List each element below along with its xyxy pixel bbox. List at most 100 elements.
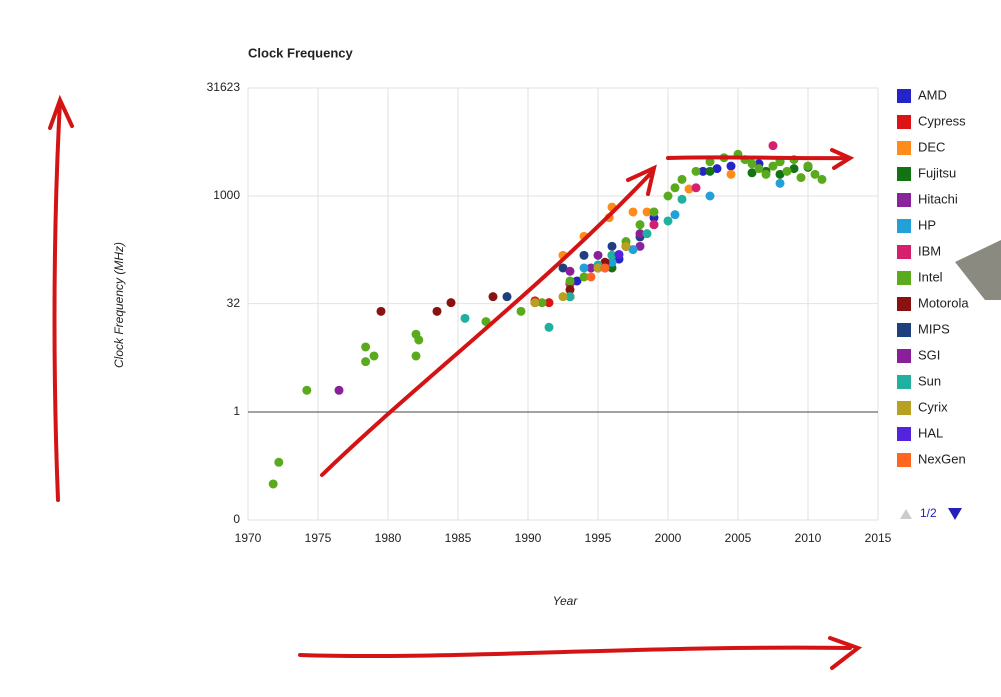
x-tick-label: 2005 bbox=[725, 531, 752, 545]
point bbox=[586, 263, 596, 273]
point bbox=[593, 263, 603, 273]
legend-label: AMD bbox=[918, 87, 947, 102]
point bbox=[268, 479, 278, 489]
point bbox=[274, 457, 284, 467]
arrowhead bbox=[48, 94, 74, 130]
annotations bbox=[48, 94, 863, 670]
legend-swatch bbox=[897, 245, 911, 259]
y-tick-label: 1000 bbox=[213, 188, 240, 202]
point bbox=[544, 322, 554, 332]
point bbox=[572, 276, 582, 286]
y-tick-label: 32 bbox=[227, 296, 241, 310]
point bbox=[810, 169, 820, 179]
pen bbox=[955, 240, 1001, 300]
legend-swatch bbox=[897, 271, 911, 285]
legend-label: Cyrix bbox=[918, 399, 948, 414]
point bbox=[530, 298, 540, 308]
legend-label: DEC bbox=[918, 139, 945, 154]
legend-label: IBM bbox=[918, 243, 941, 258]
legend-label: HAL bbox=[918, 425, 943, 440]
point bbox=[565, 292, 575, 302]
point bbox=[334, 385, 344, 395]
point bbox=[642, 207, 652, 217]
legend-swatch bbox=[897, 115, 911, 129]
legend-swatch bbox=[897, 219, 911, 233]
point bbox=[768, 161, 778, 171]
point bbox=[761, 169, 771, 179]
arrow-right bbox=[298, 645, 852, 659]
point bbox=[579, 263, 589, 273]
point bbox=[789, 164, 799, 174]
arrow-up bbox=[52, 100, 62, 502]
y-tick-label: 31623 bbox=[207, 80, 241, 94]
legend-swatch bbox=[897, 349, 911, 363]
point bbox=[691, 166, 701, 176]
x-tick-label: 1985 bbox=[445, 531, 472, 545]
chart-title: Clock Frequency bbox=[248, 45, 354, 60]
legend-swatch bbox=[897, 401, 911, 415]
x-tick-label: 2000 bbox=[655, 531, 682, 545]
point bbox=[361, 342, 371, 352]
point bbox=[579, 250, 589, 260]
point bbox=[628, 207, 638, 217]
point bbox=[558, 263, 568, 273]
legend-page: 1/2 bbox=[920, 506, 937, 520]
point bbox=[600, 263, 610, 273]
point bbox=[754, 164, 764, 174]
page-down[interactable] bbox=[948, 508, 962, 520]
legend-label: Cypress bbox=[918, 113, 966, 128]
page-up[interactable] bbox=[900, 509, 912, 519]
point bbox=[775, 169, 785, 179]
point bbox=[544, 298, 554, 308]
point bbox=[747, 168, 757, 178]
x-tick-label: 1980 bbox=[375, 531, 402, 545]
point bbox=[614, 249, 624, 259]
point bbox=[691, 183, 701, 193]
x-tick-label: 1990 bbox=[515, 531, 542, 545]
point bbox=[775, 178, 785, 188]
point bbox=[565, 276, 575, 286]
arrowhead bbox=[626, 164, 657, 196]
legend-label: SGI bbox=[918, 347, 940, 362]
point bbox=[607, 241, 617, 251]
legend-label: Sun bbox=[918, 373, 941, 388]
legend-label: Intel bbox=[918, 269, 943, 284]
legend-swatch bbox=[897, 427, 911, 441]
legend-label: Motorola bbox=[918, 295, 969, 310]
arrowhead bbox=[828, 636, 863, 670]
point bbox=[642, 229, 652, 239]
arrow-flat bbox=[666, 155, 850, 161]
point bbox=[635, 220, 645, 230]
y-axis-label: Clock Frequency (MHz) bbox=[112, 242, 126, 368]
point bbox=[537, 298, 547, 308]
legend-swatch bbox=[897, 323, 911, 337]
legend-swatch bbox=[897, 375, 911, 389]
point bbox=[579, 272, 589, 282]
y-tick-label: 1 bbox=[233, 404, 240, 418]
point bbox=[376, 306, 386, 316]
legend-label: Fujitsu bbox=[918, 165, 956, 180]
legend-label: NexGen bbox=[918, 451, 966, 466]
point bbox=[432, 306, 442, 316]
x-axis-label: Year bbox=[553, 594, 579, 608]
legend-swatch bbox=[897, 297, 911, 311]
legend-swatch bbox=[897, 193, 911, 207]
point bbox=[411, 351, 421, 361]
legend-label: MIPS bbox=[918, 321, 950, 336]
point bbox=[649, 220, 659, 230]
point bbox=[621, 241, 631, 251]
point bbox=[670, 183, 680, 193]
arrow-diagonal bbox=[320, 170, 654, 477]
legend-swatch bbox=[897, 453, 911, 467]
legend-label: HP bbox=[918, 217, 936, 232]
legend-swatch bbox=[897, 167, 911, 181]
point bbox=[565, 285, 575, 295]
point bbox=[516, 306, 526, 316]
point bbox=[670, 210, 680, 220]
point bbox=[768, 141, 778, 151]
legend-swatch bbox=[897, 89, 911, 103]
point bbox=[663, 216, 673, 226]
point bbox=[593, 250, 603, 260]
point bbox=[782, 166, 792, 176]
